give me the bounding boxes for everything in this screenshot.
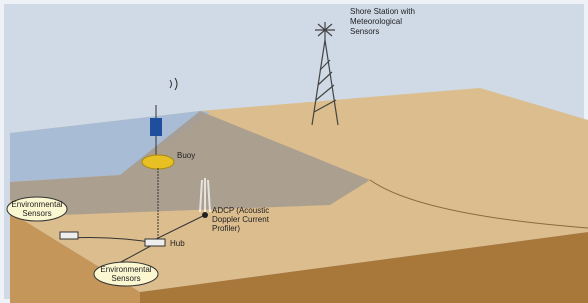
sensor-box [60,232,78,239]
ocean-observing-diagram: Shore Station with Meteorological Sensor… [0,0,588,303]
env-sensors-label: Environmental [100,265,151,274]
adcp-device [202,212,208,218]
env-sensors-label: Sensors [111,274,140,283]
buoy-label: Buoy [177,151,195,160]
adcp-label: ADCP (Acoustic [212,206,269,215]
env-sensors-label: Sensors [22,209,51,218]
hub-box [145,239,165,246]
hub-label: Hub [170,239,185,248]
shore-station-label: Meteorological [350,17,402,26]
adcp-label: Doppler Current [212,215,270,224]
adcp-label: Profiler) [212,224,240,233]
env-sensors-label: Environmental [11,200,62,209]
page: Shore Station with Meteorological Sensor… [0,0,588,303]
shore-station-label: Sensors [350,27,379,36]
shore-station-label: Shore Station with [350,7,415,16]
